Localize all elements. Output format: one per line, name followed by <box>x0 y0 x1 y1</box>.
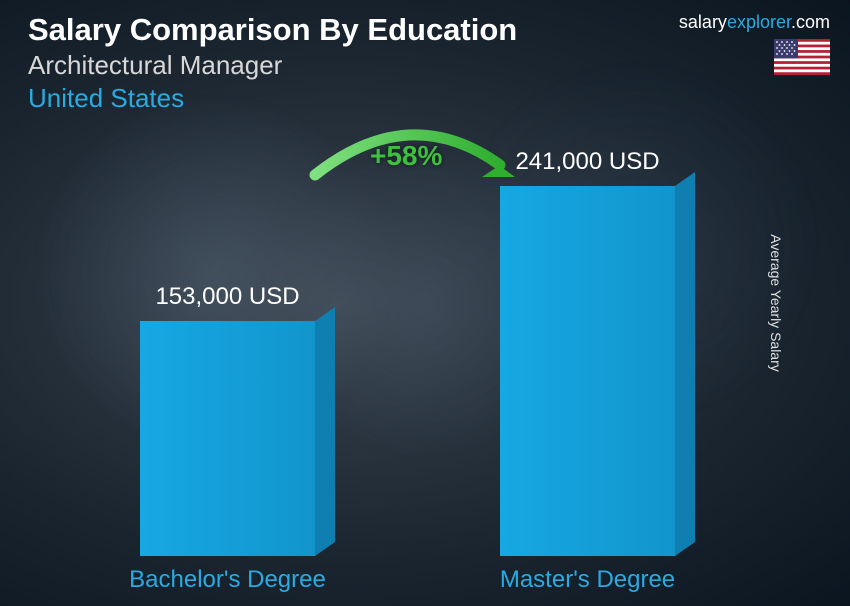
bar-bachelors: 153,000 USD <box>130 283 325 556</box>
us-flag-icon <box>774 39 830 75</box>
increase-badge: +58% <box>370 140 442 172</box>
bar-value: 153,000 USD <box>130 283 325 311</box>
country-label: United States <box>28 83 830 114</box>
brand-domain: .com <box>791 12 830 32</box>
brand-block: salaryexplorer.com <box>679 12 830 75</box>
bar-chart: +58% 153,000 USD Bachelor's Degree 241,0… <box>0 130 850 606</box>
bar-value: 241,000 USD <box>490 148 685 176</box>
brand-right: explorer <box>727 12 791 32</box>
bar-masters: 241,000 USD <box>490 148 685 556</box>
brand-left: salary <box>679 12 727 32</box>
brand-logo-text: salaryexplorer.com <box>679 12 830 33</box>
bar-label: Bachelor's Degree <box>120 566 335 594</box>
bar-label: Master's Degree <box>485 566 690 594</box>
